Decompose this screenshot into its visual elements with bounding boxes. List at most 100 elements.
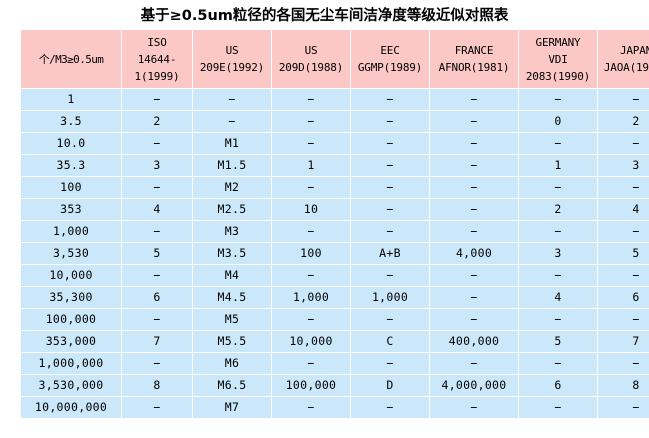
column-header-us209d: US 209D(1988): [272, 30, 350, 88]
cell-japan: 5: [598, 243, 649, 264]
cell-particles: 353,000: [21, 331, 121, 352]
cell-us209e: M3.5: [193, 243, 271, 264]
table-row: 1,000,000− M6− − − − −: [21, 353, 649, 374]
cell-iso: 6: [122, 287, 192, 308]
cell-us209d: −: [272, 265, 350, 286]
cell-japan: −: [598, 309, 649, 330]
cell-japan: 3: [598, 155, 649, 176]
cell-germany: −: [519, 133, 597, 154]
cell-us209d: −: [272, 89, 350, 110]
column-header-eec: EEC GGMP(1989): [351, 30, 429, 88]
cell-eec: −: [351, 309, 429, 330]
table-row: 100− M2− − − − −: [21, 177, 649, 198]
column-header-line: US: [304, 44, 318, 57]
cell-particles: 35,300: [21, 287, 121, 308]
column-header-line: EEC: [380, 44, 400, 57]
cell-japan: −: [598, 89, 649, 110]
column-header-line: 1(1999): [134, 69, 180, 83]
column-header-line: 209D(1988): [278, 61, 344, 74]
table-row: 1− − − − − − −: [21, 89, 649, 110]
cell-eec: −: [351, 397, 429, 418]
column-header-line: VDI: [548, 52, 568, 66]
cell-japan: −: [598, 265, 649, 286]
cell-france: −: [430, 111, 518, 132]
cell-france: −: [430, 199, 518, 220]
cell-us209e: M2: [193, 177, 271, 198]
cell-germany: 1: [519, 155, 597, 176]
cell-eec: D: [351, 375, 429, 396]
cell-france: −: [430, 265, 518, 286]
cell-iso: 7: [122, 331, 192, 352]
cell-eec: −: [351, 111, 429, 132]
cell-france: −: [430, 287, 518, 308]
column-header-line: US: [225, 44, 239, 57]
table-header-row: 个/M3≥0.5um ISO 14644- 1(1999) US 209E(1992) US…: [21, 30, 649, 88]
table-row: 3,530 5 M3.5 100 A+B 4,000 3 5: [21, 243, 649, 264]
cell-us209d: 100: [272, 243, 350, 264]
cell-iso: −: [122, 177, 192, 198]
cell-japan: −: [598, 133, 649, 154]
table-row: 1,000− M3− − − − −: [21, 221, 649, 242]
cell-france: −: [430, 177, 518, 198]
table-row: 3,530,000 8 M6.5 100,000 D 4,000,000 6 8: [21, 375, 649, 396]
cell-us209e: −: [193, 89, 271, 110]
column-header-line: JAOA(1989): [603, 61, 649, 74]
cell-germany: −: [519, 309, 597, 330]
cell-us209d: −: [272, 221, 350, 242]
cell-particles: 1,000,000: [21, 353, 121, 374]
cell-particles: 3.5: [21, 111, 121, 132]
cell-iso: −: [122, 221, 192, 242]
cell-iso: −: [122, 353, 192, 374]
cell-germany: 3: [519, 243, 597, 264]
cell-japan: 8: [598, 375, 649, 396]
cell-us209e: M3: [193, 221, 271, 242]
cleanroom-comparison-table: 个/M3≥0.5um ISO 14644- 1(1999) US 209E(1992) US…: [20, 29, 649, 419]
cell-us209e: M5.5: [193, 331, 271, 352]
column-header-us209e: US 209E(1992): [193, 30, 271, 88]
column-header-particles: 个/M3≥0.5um: [21, 30, 121, 88]
cell-particles: 1,000: [21, 221, 121, 242]
table-row: 10.0− M1− − − − −: [21, 133, 649, 154]
table-row: 3.5 2− − − −0 2: [21, 111, 649, 132]
cell-eec: −: [351, 265, 429, 286]
cell-us209d: −: [272, 309, 350, 330]
column-header-iso: ISO 14644- 1(1999): [122, 30, 192, 88]
cell-eec: A+B: [351, 243, 429, 264]
cell-us209d: 1: [272, 155, 350, 176]
column-header-line: AFNOR(1981): [438, 61, 510, 74]
column-header-japan: JAPAN JAOA(1989): [598, 30, 649, 88]
column-header-line: JAPAN: [619, 44, 649, 57]
table-header: 个/M3≥0.5um ISO 14644- 1(1999) US 209E(1992) US…: [21, 30, 649, 88]
cell-iso: −: [122, 89, 192, 110]
cell-japan: −: [598, 221, 649, 242]
cell-france: −: [430, 397, 518, 418]
cell-iso: 2: [122, 111, 192, 132]
table-row: 353 4 M2.5 10− −2 4: [21, 199, 649, 220]
cell-us209d: 10,000: [272, 331, 350, 352]
column-header-line: GGMP(1989): [357, 61, 423, 74]
cell-germany: 5: [519, 331, 597, 352]
table-body: 1− − − − − − −3.5 2− − − −0 2 10.0− M1− − − − −35.3 3 M1.5 1…: [21, 89, 649, 418]
cell-eec: −: [351, 155, 429, 176]
column-header-germany: GERMANY VDI 2083(1990): [519, 30, 597, 88]
cell-france: −: [430, 221, 518, 242]
column-header-line: 个/M3≥0.5um: [38, 52, 104, 66]
cell-us209d: −: [272, 111, 350, 132]
table-row: 100,000− M5− − − − −: [21, 309, 649, 330]
cell-particles: 10,000: [21, 265, 121, 286]
cell-germany: 0: [519, 111, 597, 132]
cell-particles: 10,000,000: [21, 397, 121, 418]
cell-eec: −: [351, 89, 429, 110]
cell-particles: 3,530,000: [21, 375, 121, 396]
cell-us209e: M4: [193, 265, 271, 286]
column-header-line: ISO: [147, 35, 167, 49]
cell-iso: 8: [122, 375, 192, 396]
cell-iso: 3: [122, 155, 192, 176]
cell-us209e: M2.5: [193, 199, 271, 220]
cell-japan: 4: [598, 199, 649, 220]
cell-france: −: [430, 133, 518, 154]
cell-france: 4,000,000: [430, 375, 518, 396]
table-row: 10,000,000− M7− − − − −: [21, 397, 649, 418]
cell-germany: −: [519, 89, 597, 110]
